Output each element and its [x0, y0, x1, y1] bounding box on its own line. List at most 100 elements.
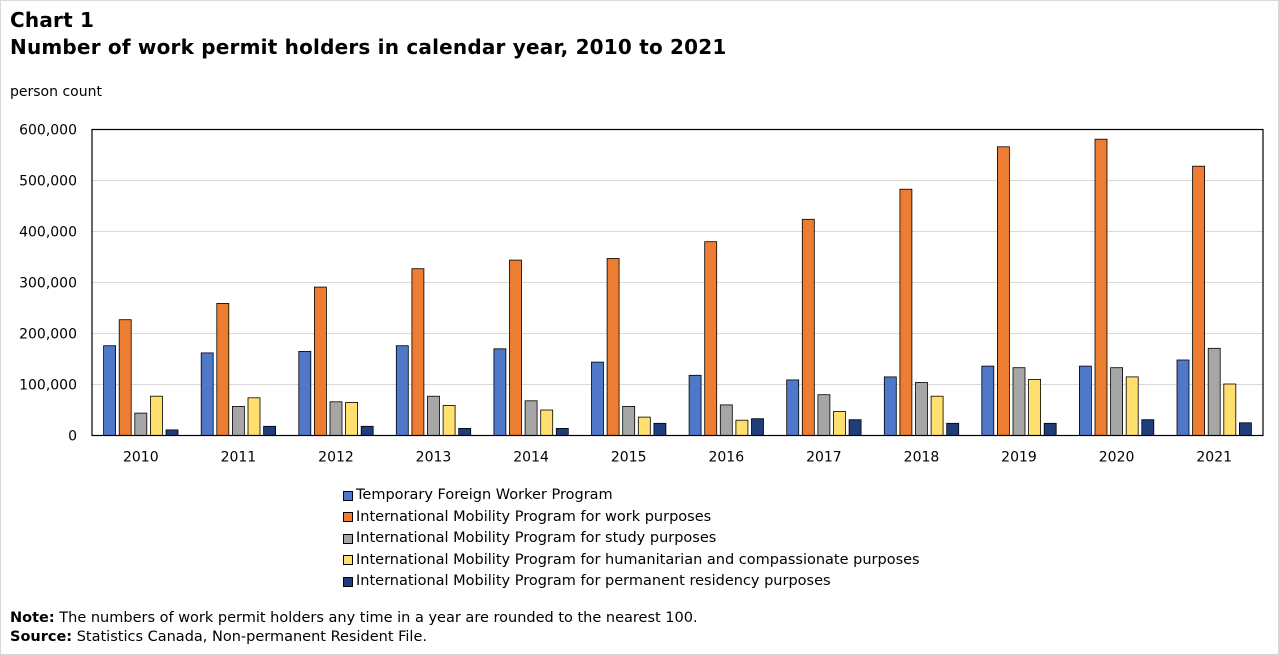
source-line: Source: Statistics Canada, Non-permanent… — [10, 628, 698, 647]
bar-2020-series-4 — [1125, 376, 1139, 436]
bar-2012-series-3 — [329, 401, 343, 436]
gridlines — [92, 180, 1263, 385]
bar-2020-series-1 — [1079, 365, 1092, 436]
legend-label: International Mobility Program for human… — [356, 551, 920, 568]
bar-2012-series-4 — [345, 401, 359, 436]
legend-item: International Mobility Program for human… — [343, 550, 920, 572]
bar-2011-series-1 — [200, 352, 214, 436]
bar-2017-series-2 — [801, 218, 815, 436]
legend-label: International Mobility Program for work … — [356, 508, 712, 525]
bar-chart: 0 100,000 200,000 300,000 400,000 500,000 600,… — [19, 123, 1264, 466]
y-tick-label: 600,000 — [19, 123, 77, 139]
x-tick-label: 2013 — [416, 450, 452, 466]
plot-area-border — [91, 128, 1264, 437]
y-tick-label: 200,000 — [19, 327, 77, 343]
bars — [103, 138, 1252, 436]
bar-2018-series-4 — [930, 395, 944, 436]
bar-2015-series-4 — [637, 416, 651, 436]
bar-2013-series-5 — [458, 427, 472, 436]
legend-label: Temporary Foreign Worker Program — [356, 487, 613, 503]
bar-2014-series-5 — [555, 427, 569, 436]
chart-number: Chart 1 — [10, 8, 95, 32]
legend-item: Temporary Foreign Worker Program — [343, 485, 920, 507]
bar-2010-series-4 — [149, 395, 163, 436]
legend-swatch — [343, 533, 353, 544]
bar-2014-series-3 — [524, 400, 538, 436]
bar-2013-series-2 — [411, 268, 425, 436]
bar-2010-series-2 — [118, 319, 132, 436]
bar-2016-series-4 — [735, 419, 749, 436]
bar-2011-series-2 — [216, 302, 230, 436]
legend: Temporary Foreign Worker Program Interna… — [343, 485, 920, 593]
x-tick-label: 2012 — [318, 450, 354, 466]
y-tick-label: 300,000 — [19, 276, 77, 292]
legend-label: International Mobility Program for perma… — [356, 573, 831, 589]
y-axis-unit-label: person count — [10, 84, 102, 100]
bar-2017-series-1 — [786, 379, 800, 436]
bar-2013-series-4 — [442, 404, 456, 436]
legend-item: International Mobility Program for study… — [343, 528, 920, 550]
bar-2016-series-3 — [719, 404, 733, 436]
bar-2020-series-2 — [1094, 138, 1108, 436]
bar-2019-series-5 — [1043, 422, 1057, 436]
bar-2010-series-1 — [103, 345, 116, 436]
bar-2012-series-2 — [313, 286, 327, 436]
x-tick-label: 2010 — [123, 450, 159, 466]
bar-2015-series-5 — [653, 422, 667, 436]
bar-2018-series-1 — [883, 376, 897, 436]
bar-2014-series-1 — [493, 348, 507, 436]
x-tick-label: 2018 — [904, 450, 940, 466]
source-label: Source: — [10, 629, 73, 645]
x-tick-label: 2020 — [1099, 450, 1135, 466]
x-tick-label: 2017 — [806, 450, 842, 466]
bar-2021-series-4 — [1223, 383, 1237, 436]
bar-2014-series-2 — [509, 259, 522, 436]
x-tick-label: 2014 — [513, 450, 549, 466]
x-tick-label: 2019 — [1001, 450, 1037, 466]
legend-swatch — [343, 576, 353, 587]
source-text: Statistics Canada, Non-permanent Residen… — [72, 629, 427, 645]
y-tick-label: 100,000 — [19, 378, 77, 394]
bar-2015-series-3 — [622, 405, 636, 436]
bar-2013-series-1 — [395, 345, 409, 436]
bar-2021-series-1 — [1176, 359, 1190, 436]
legend-item: International Mobility Program for perma… — [343, 571, 920, 593]
bar-2014-series-4 — [540, 409, 554, 436]
x-tick-label: 2016 — [708, 450, 744, 466]
y-tick-label: 500,000 — [19, 174, 77, 190]
bar-2021-series-3 — [1207, 347, 1221, 436]
legend-swatch — [343, 490, 353, 501]
bar-2011-series-4 — [247, 397, 261, 436]
y-tick-label: 0 — [68, 429, 77, 445]
bar-2018-series-2 — [899, 188, 913, 436]
bar-2018-series-5 — [946, 422, 960, 436]
bar-2016-series-1 — [688, 374, 702, 436]
bar-2019-series-4 — [1028, 378, 1041, 436]
bar-2016-series-5 — [751, 418, 764, 436]
bar-2010-series-3 — [134, 412, 148, 436]
chart-title: Number of work permit holders in calenda… — [10, 35, 727, 59]
bar-2015-series-1 — [591, 361, 604, 436]
bar-2017-series-3 — [817, 394, 831, 436]
bar-2019-series-2 — [997, 146, 1010, 436]
chart-notes: Note: The numbers of work permit holders… — [10, 609, 698, 647]
bar-2020-series-3 — [1110, 367, 1123, 436]
legend-label: International Mobility Program for study… — [356, 530, 717, 546]
bar-2015-series-2 — [606, 258, 620, 436]
legend-swatch — [343, 555, 353, 566]
bar-2017-series-5 — [848, 419, 862, 436]
bar-2012-series-5 — [360, 425, 374, 436]
bar-2013-series-3 — [427, 395, 440, 436]
bar-2018-series-3 — [915, 382, 928, 436]
x-tick-label: 2011 — [221, 450, 257, 466]
note-text: The numbers of work permit holders any t… — [54, 610, 698, 626]
bar-2017-series-4 — [833, 411, 846, 436]
x-axis-ticks: 2010 2011 2012 2013 2014 2015 2016 2017 2018 2019… — [123, 450, 1232, 466]
x-tick-label: 2021 — [1196, 450, 1232, 466]
bar-2016-series-2 — [704, 241, 718, 436]
legend-item: International Mobility Program for work … — [343, 507, 920, 529]
bar-2011-series-5 — [263, 425, 277, 436]
bar-2010-series-5 — [165, 429, 179, 436]
x-tick-label: 2015 — [611, 450, 647, 466]
y-tick-label: 400,000 — [19, 225, 77, 241]
